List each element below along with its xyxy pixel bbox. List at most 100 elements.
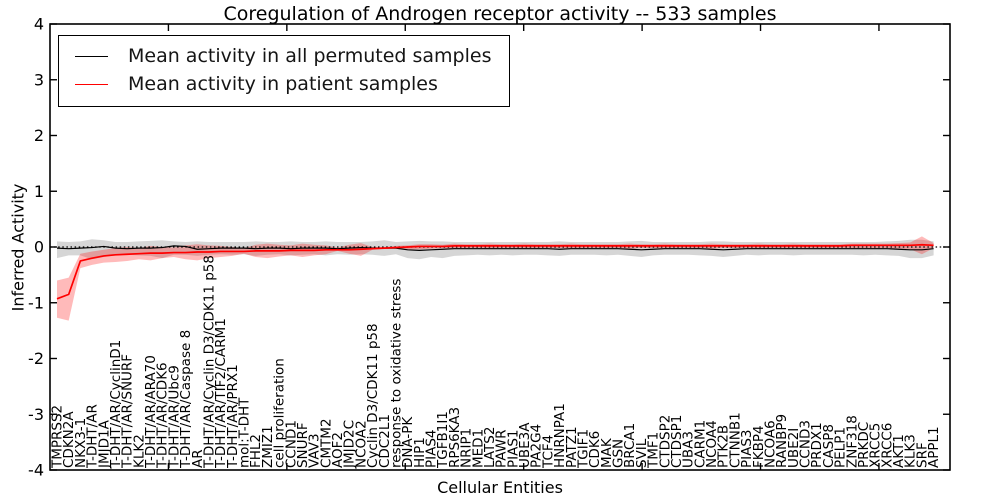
x-tick-label: T-DHT/AR/CyclinD1 — [108, 340, 124, 469]
x-tick-label: TGIF1 — [575, 429, 591, 469]
x-tick-label: PATZ1 — [564, 426, 580, 468]
y-axis-label: Inferred Activity — [8, 183, 28, 312]
legend-box: Mean activity in all permuted samples Me… — [58, 35, 510, 107]
x-tick-label: CCND1 — [283, 420, 299, 468]
x-tick-label: FHL2 — [248, 434, 264, 468]
x-tick-label: FKBP4 — [751, 425, 767, 468]
y-tick-label: -1 — [28, 293, 44, 312]
x-tick-label: ZNF318 — [844, 415, 860, 468]
y-tick-label: 1 — [34, 182, 44, 201]
x-tick-label: T-DHT/AR/PRX1 — [225, 364, 241, 469]
x-tick-label: PIAS1 — [505, 429, 521, 468]
permuted-line-swatch — [75, 55, 108, 57]
x-tick-label: NCOA6 — [762, 420, 778, 468]
x-tick-label: PIAS4 — [424, 429, 440, 468]
x-tick-label: response to oxidative stress — [388, 279, 404, 468]
x-tick-label: PIAS3 — [739, 429, 755, 468]
x-tick-label: KLK2 — [131, 434, 147, 468]
x-tick-label: TMF1 — [646, 432, 662, 469]
axes-frame — [49, 23, 951, 471]
x-tick-label: T-DHT/AR/SNURF — [120, 354, 136, 469]
x-tick-label: GSN — [611, 439, 627, 468]
x-tick-label: PA2G4 — [529, 424, 545, 468]
x-tick-label: SRF — [914, 442, 930, 468]
x-tick-label: PTK2B — [716, 425, 732, 468]
x-tick-label: CASP8 — [821, 424, 837, 468]
x-tick-label: mol:T-DHT — [237, 397, 253, 468]
x-tick-label: cell proliferation — [272, 358, 288, 468]
x-tick-label: AKT1 — [891, 434, 907, 468]
x-tick-label: CMTM2 — [318, 418, 334, 468]
x-axis-label: Cellular Entities — [437, 478, 563, 497]
x-tick-label: APPL1 — [926, 426, 942, 468]
x-tick-label: PRDX1 — [809, 422, 825, 468]
x-tick-label: CDK6 — [587, 431, 603, 468]
y-tick-label: 0 — [34, 238, 44, 257]
x-tick-label: JMJD1A — [96, 419, 112, 469]
legend-item-patient: Mean activity in patient samples — [71, 70, 499, 98]
x-tick-label: KLK3 — [903, 434, 919, 468]
x-tick-label: NCOA2 — [353, 420, 369, 468]
x-tick-label: TCF4 — [540, 435, 556, 469]
y-tick-label: 2 — [34, 126, 44, 145]
x-tick-label: NCOA4 — [704, 420, 720, 468]
x-tick-label: UBE3A — [517, 422, 533, 468]
x-tick-label: PRKDC — [856, 422, 872, 468]
x-tick-label: LATS2 — [482, 427, 498, 468]
x-tick-label: AR — [190, 449, 206, 468]
x-tick-label: MAK — [599, 437, 615, 468]
patient-mean-line — [56, 243, 934, 300]
x-tick-label: MED1 — [470, 429, 486, 468]
x-tick-label: CTNNB1 — [727, 412, 743, 468]
x-tick-label: DNA-PK — [400, 416, 416, 468]
y-tick-label: -3 — [28, 405, 44, 424]
x-tick-label: XRCC5 — [868, 423, 884, 468]
x-tick-label: HNRNPA1 — [552, 403, 568, 468]
x-tick-label: AOF2 — [330, 432, 346, 468]
x-tick-label: NRIP1 — [459, 428, 475, 468]
x-tick-label: T-DHT/AR/ARA70 — [143, 355, 159, 469]
x-tick-label: NKX3-1 — [73, 418, 89, 468]
x-tick-label: CTDSP1 — [669, 415, 685, 468]
x-tick-label: T-DHT/AR/CDK6 — [155, 362, 171, 469]
permuted-mean-line — [56, 245, 934, 251]
x-tick-label: TGFB1I1 — [435, 411, 451, 469]
x-tick-label: UBA3 — [681, 431, 697, 468]
x-tick-label: UBE2I — [786, 428, 802, 468]
x-tick-label: TMPRSS2 — [50, 405, 66, 469]
x-tick-label: T-DHT/AR/Caspase 8 — [178, 330, 194, 469]
x-tick-label: T-DHT/AR/Ubc9 — [166, 365, 182, 469]
legend-item-permuted: Mean activity in all permuted samples — [71, 42, 499, 70]
x-tick-label: ZMIZ1 — [260, 425, 276, 468]
x-tick-label: RANBP9 — [774, 414, 790, 468]
x-tick-label: JMJD2C — [342, 420, 358, 469]
x-tick-label: CTDSP2 — [657, 415, 673, 468]
x-tick-label: T-DHT/AR/Cyclin D3/CDK11 p58 — [201, 255, 217, 469]
legend-label-permuted: Mean activity in all permuted samples — [128, 45, 492, 67]
x-tick-label: BRCA1 — [622, 423, 638, 468]
x-tick-label: T-DHT/AR/TIF2/CARM1 — [213, 318, 229, 469]
x-tick-label: CDC2L1 — [377, 414, 393, 468]
x-tick-label: Cyclin D3/CDK11 p58 — [365, 323, 381, 468]
x-tick-label: CARM1 — [692, 420, 708, 468]
y-tick-label: 3 — [34, 70, 44, 89]
x-tick-label: RPS6KA3 — [447, 407, 463, 468]
x-tick-label: CDKN2A — [61, 411, 77, 468]
chart-title: Coregulation of Androgen receptor activi… — [223, 3, 777, 25]
x-tick-label: T-DHT/AR — [85, 404, 101, 469]
x-tick-label: HIP1 — [412, 437, 428, 468]
x-tick-label: PELP1 — [833, 427, 849, 468]
x-tick-label: SVIL — [634, 438, 650, 468]
x-tick-label: CCND3 — [798, 420, 814, 468]
x-tick-label: VAV3 — [307, 433, 323, 468]
x-tick-label: XRCC6 — [879, 423, 895, 468]
x-tick-label: PAWR — [494, 429, 510, 468]
x-tick-label: SNURF — [295, 422, 311, 468]
legend-label-patient: Mean activity in patient samples — [128, 73, 438, 95]
y-tick-label: -4 — [28, 461, 44, 480]
y-tick-label: -2 — [28, 349, 44, 368]
patient-line-swatch — [75, 83, 108, 85]
y-tick-label: 4 — [34, 15, 44, 34]
